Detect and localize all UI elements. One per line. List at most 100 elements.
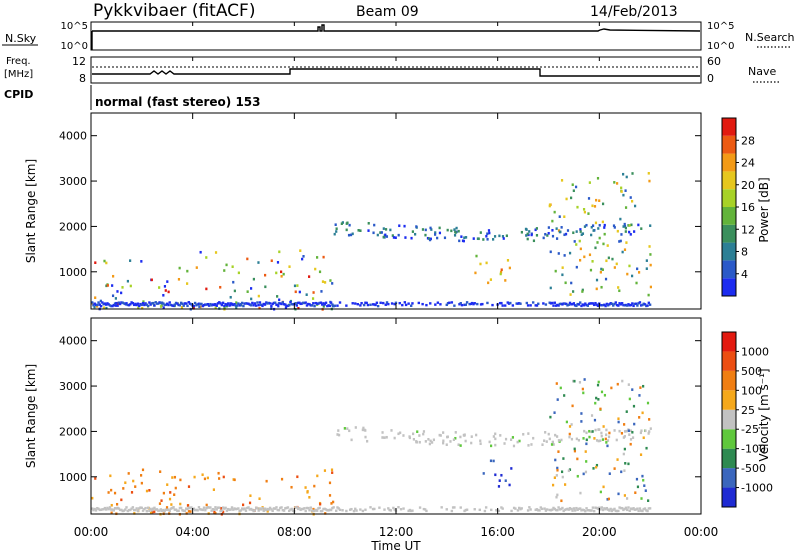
- echo-cell: [323, 507, 326, 511]
- echo-cell: [422, 432, 425, 436]
- echo-cell: [235, 301, 238, 304]
- echo-cell: [183, 509, 187, 513]
- echo-cell: [145, 489, 149, 493]
- echo-cell: [399, 508, 403, 511]
- echo-cell: [258, 306, 261, 310]
- echo-cell: [626, 508, 629, 512]
- echo-cell: [91, 507, 94, 510]
- echo-cell: [162, 302, 165, 305]
- echo-cell: [648, 507, 652, 510]
- echo-cell: [390, 302, 394, 305]
- echo-cell: [619, 239, 622, 243]
- colorbar-swatch: [722, 370, 736, 391]
- echo-cell: [535, 234, 539, 237]
- echo-cell: [548, 508, 551, 512]
- echo-cell: [555, 495, 558, 499]
- echo-cell: [586, 509, 590, 512]
- echo-cell: [644, 489, 647, 492]
- echo-cell: [445, 303, 448, 307]
- echo-cell: [603, 303, 606, 307]
- colorbar-tick-label: 12: [741, 223, 755, 236]
- echo-cell: [102, 508, 105, 511]
- echo-cell: [605, 433, 608, 437]
- echo-cell: [580, 233, 583, 236]
- echo-cell: [408, 508, 412, 512]
- echo-cell: [380, 231, 383, 234]
- echo-cell: [614, 509, 617, 513]
- echo-cell: [296, 507, 300, 511]
- freq-tick-top: 12: [72, 55, 86, 68]
- echo-cell: [508, 266, 511, 270]
- echo-cell: [633, 302, 637, 306]
- echo-cell: [597, 227, 600, 230]
- echo-cell: [201, 473, 204, 477]
- echo-cell: [429, 439, 432, 443]
- echo-cell: [246, 290, 249, 293]
- echo-cell: [244, 302, 248, 305]
- echo-cell: [121, 301, 124, 304]
- echo-cell: [381, 431, 384, 434]
- echo-cell: [527, 432, 530, 435]
- echo-cell: [374, 303, 377, 307]
- colorbar-swatch: [722, 224, 736, 243]
- echo-cell: [261, 507, 264, 510]
- echo-cell: [586, 304, 590, 307]
- echo-cell: [554, 304, 558, 307]
- echo-cell: [167, 508, 170, 511]
- echo-cell: [463, 509, 466, 513]
- echo-cell: [649, 285, 652, 289]
- echo-cell: [572, 290, 575, 293]
- echo-cell: [93, 305, 96, 309]
- echo-cell: [272, 301, 276, 305]
- echo-cell: [587, 509, 591, 512]
- echo-cell: [460, 303, 464, 307]
- echo-cell: [597, 439, 600, 443]
- echo-cell: [442, 441, 445, 445]
- echo-cell: [634, 491, 637, 495]
- echo-cell: [116, 506, 119, 510]
- echo-cell: [106, 302, 109, 305]
- echo-cell: [613, 467, 616, 470]
- echo-cell: [165, 508, 169, 511]
- echo-cell: [169, 491, 172, 494]
- echo-cell: [301, 301, 305, 305]
- echo-cell: [583, 210, 586, 214]
- echo-cell: [364, 301, 367, 304]
- echo-cell: [434, 231, 437, 234]
- station-title: Pykkvibaer (fitACF): [93, 1, 255, 21]
- echo-cell: [193, 508, 197, 512]
- echo-cell: [601, 508, 605, 512]
- echo-cell: [242, 508, 245, 511]
- echo-cell: [607, 435, 611, 439]
- echo-cell: [598, 506, 601, 509]
- echo-cell: [314, 508, 318, 512]
- echo-cell: [299, 249, 302, 252]
- echo-cell: [638, 507, 642, 510]
- echo-cell: [247, 302, 250, 305]
- echo-cell: [304, 301, 307, 304]
- echo-cell: [645, 259, 648, 262]
- echo-cell: [556, 509, 559, 512]
- echo-cell: [591, 224, 595, 227]
- echo-cell: [563, 215, 566, 218]
- echo-cell: [314, 301, 318, 305]
- echo-cell: [623, 435, 626, 438]
- echo-cell: [620, 302, 624, 305]
- echo-cell: [215, 508, 218, 511]
- echo-cell: [649, 224, 652, 227]
- echo-cell: [623, 248, 627, 252]
- echo-cell: [596, 241, 599, 244]
- echo-cell: [187, 510, 191, 513]
- echo-cell: [581, 288, 584, 292]
- echo-cell: [580, 420, 583, 423]
- echo-cell: [382, 227, 385, 230]
- echo-cell: [173, 508, 177, 511]
- echo-cell: [631, 430, 634, 434]
- echo-cell: [304, 509, 307, 513]
- echo-cell: [341, 509, 344, 512]
- echo-cell: [505, 234, 508, 238]
- echo-cell: [228, 508, 231, 512]
- echo-cell: [173, 493, 176, 497]
- echo-cell: [135, 303, 138, 307]
- echo-cell: [193, 301, 197, 305]
